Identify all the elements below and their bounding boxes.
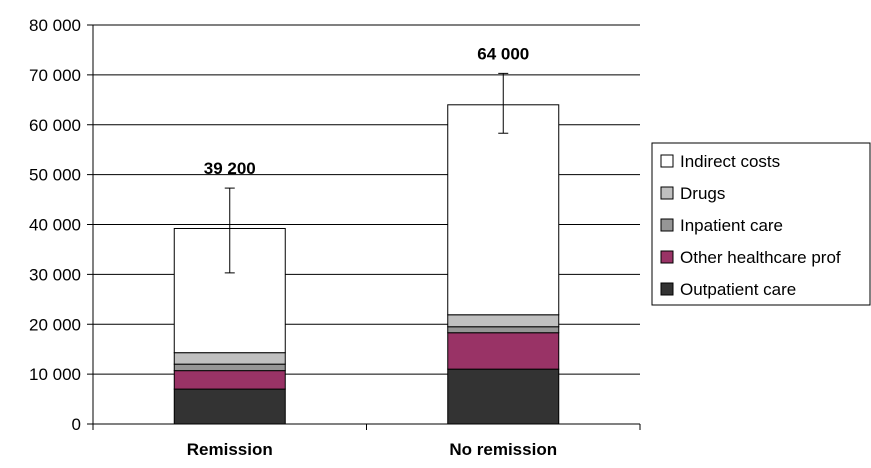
legend-swatch [660,186,674,200]
bar-segment-other-healthcare-prof [173,370,286,390]
y-tick-label: 30 000 [29,265,81,284]
legend-label: Inpatient care [680,216,783,235]
legend-label: Outpatient care [680,280,796,299]
x-category-label: Remission [187,440,273,459]
y-tick-label: 10 000 [29,365,81,384]
bar-segment-drugs [173,352,286,365]
bar-segment-other-healthcare-prof [447,332,560,370]
legend-swatch [660,218,674,232]
total-data-label: 39 200 [204,159,256,178]
legend-label: Indirect costs [680,152,780,171]
bar-segment-drugs [447,314,560,328]
bar-segment-outpatient-care [173,388,286,425]
y-tick-label: 50 000 [29,166,81,185]
bar-segment-outpatient-care [447,368,560,425]
x-category-label: No remission [449,440,557,459]
legend-swatch [660,154,674,168]
bar-segment-indirect-costs [447,104,560,316]
legend-box [651,142,871,306]
bar-segment-inpatient-care [447,326,560,334]
bars [173,72,560,425]
labels: 0 10 000 20 000 30 000 40 000 50 000 60 000 70 … [29,16,557,459]
legend-label: Drugs [680,184,725,203]
y-tick-label: 60 000 [29,116,81,135]
y-tick-label: 40 000 [29,216,81,235]
legend-swatch [660,250,674,264]
legend-label: Other healthcare prof [680,248,841,267]
legend-swatch [660,282,674,296]
total-data-label: 64 000 [477,44,529,63]
y-tick-label: 70 000 [29,66,81,85]
y-tick-label: 0 [72,415,81,434]
bar-segment-inpatient-care [173,363,286,372]
axes [87,24,641,430]
y-tick-label: 20 000 [29,315,81,334]
y-tick-label: 80 000 [29,16,81,35]
legend: Indirect costs Drugs Inpatient care Other h… [651,142,871,306]
